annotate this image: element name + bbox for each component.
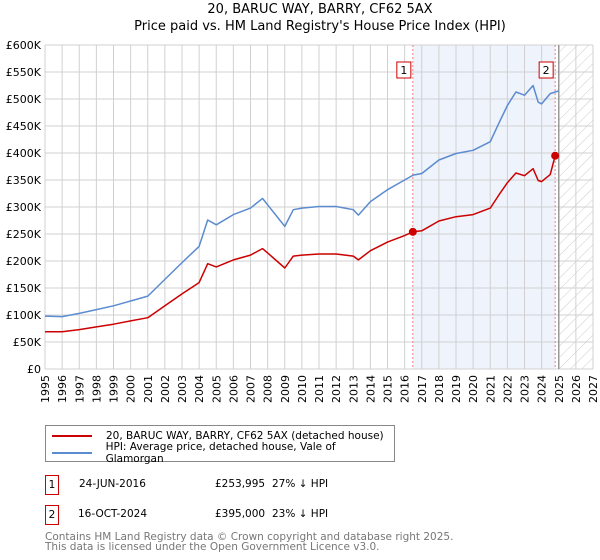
x-tick-label: 2020 [467, 375, 480, 403]
sale-badge: 2 [45, 505, 59, 525]
legend-item-hpi: HPI: Average price, detached house, Vale… [46, 441, 394, 465]
y-tick-label: £600K [6, 39, 42, 52]
x-tick-label: 2005 [210, 375, 223, 403]
sale-date: 16-OCT-2024 [78, 508, 147, 520]
x-tick-label: 2000 [125, 375, 138, 403]
x-tick-label: 1999 [108, 375, 121, 403]
x-tick-label: 1995 [39, 375, 52, 403]
y-tick-label: £350K [6, 174, 42, 187]
y-tick-label: £400K [6, 147, 42, 160]
legend-label: 20, BARUC WAY, BARRY, CF62 5AX (detached… [106, 430, 384, 442]
x-tick-label: 2011 [313, 375, 326, 403]
x-tick-label: 2004 [193, 375, 206, 403]
x-tick-label: 1997 [73, 375, 86, 403]
x-tick-label: 2003 [176, 375, 189, 403]
y-tick-label: £300K [6, 201, 42, 214]
x-tick-label: 2007 [245, 375, 258, 403]
x-tick-label: 2010 [296, 375, 309, 403]
sale-label: 2 [543, 64, 550, 77]
chart-title: 20, BARUC WAY, BARRY, CF62 5AX [207, 2, 433, 17]
sale-label-box [396, 61, 412, 79]
sale-badge: 1 [45, 475, 59, 495]
x-tick-label: 2012 [330, 375, 343, 403]
x-tick-label: 2021 [484, 375, 497, 403]
y-tick-label: £500K [6, 93, 42, 106]
y-tick-label: £200K [6, 255, 42, 268]
legend: 20, BARUC WAY, BARRY, CF62 5AX (detached… [45, 425, 395, 465]
x-tick-label: 2008 [262, 375, 275, 403]
x-tick-label: 2018 [433, 375, 446, 403]
x-tick-label: 2014 [364, 375, 377, 403]
sale-point [551, 151, 560, 160]
legend-label: HPI: Average price, detached house, Vale… [105, 441, 336, 465]
x-tick-label: 2013 [347, 375, 360, 403]
price-chart: 1995 1996 1997 1998 1999 2000 2001 2002 2003 2004… [6, 39, 600, 403]
x-tick-label: 2001 [142, 375, 155, 403]
chart-subtitle: Price paid vs. HM Land Registry's House … [134, 19, 506, 34]
sale-hpi-diff: 27% ↓ HPI [272, 478, 329, 490]
y-tick-label: £550K [6, 66, 42, 79]
x-tick-label: 2006 [227, 375, 240, 403]
sale-price: £253,995 [215, 478, 266, 490]
footer-licence: This data is licensed under the Open Gov… [45, 541, 380, 553]
y-tick-label: £0 [27, 363, 41, 376]
y-tick-label: £100K [6, 309, 42, 322]
price-paid-line [45, 153, 560, 333]
y-tick-label: £450K [6, 120, 42, 133]
x-tick-label: 2002 [159, 375, 172, 403]
y-tick-label: £50K [13, 336, 42, 349]
x-tick-label: 1998 [90, 375, 103, 403]
legend-item-property: 20, BARUC WAY, BARRY, CF62 5AX (detached… [46, 428, 384, 444]
footer-copyright: Contains HM Land Registry data © Crown c… [45, 531, 454, 543]
x-tick-label: 2009 [279, 375, 292, 403]
x-tick-label: 2015 [382, 375, 395, 403]
x-tick-label: 2026 [570, 375, 583, 403]
y-tick-label: £250K [6, 228, 42, 241]
sale-label: 1 [400, 64, 407, 77]
x-tick-label: 2027 [587, 375, 600, 403]
x-tick-label: 2017 [416, 375, 429, 403]
y-tick-label: £150K [6, 282, 42, 295]
legend-swatch-red [52, 435, 92, 437]
x-tick-label: 2016 [399, 375, 412, 403]
sale-hpi-diff: 23% ↓ HPI [272, 508, 329, 520]
footer: Contains HM Land Registry data © Crown c… [45, 531, 454, 553]
x-tick-label: 2024 [536, 375, 549, 403]
sale-label-box [538, 61, 554, 79]
sale-date: 24-JUN-2016 [79, 478, 146, 490]
x-tick-label: 2022 [501, 375, 514, 403]
legend-swatch-blue [52, 452, 92, 454]
sale-point [408, 227, 417, 236]
x-tick-label: 2023 [519, 375, 532, 403]
hpi-line [44, 84, 560, 318]
sale-price: £395,000 [215, 508, 266, 520]
x-tick-label: 1996 [56, 375, 69, 403]
x-tick-label: 2019 [450, 375, 463, 403]
x-tick-label: 2025 [553, 375, 566, 403]
